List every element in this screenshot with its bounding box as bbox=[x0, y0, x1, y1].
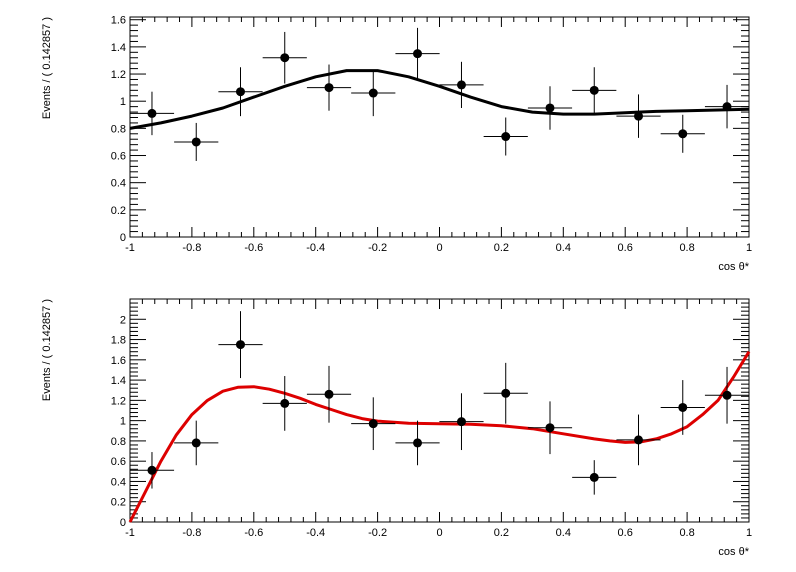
fit-curve bbox=[129, 69, 750, 130]
y-tick-label: 1.2 bbox=[111, 395, 126, 407]
data-point bbox=[191, 137, 201, 147]
y-tick-label: 1.6 bbox=[111, 15, 126, 27]
data-point bbox=[191, 438, 201, 448]
data-point bbox=[235, 340, 245, 350]
data-points bbox=[129, 311, 750, 495]
data-point bbox=[368, 419, 378, 429]
y-tick-label: 0.4 bbox=[111, 476, 126, 488]
data-point bbox=[501, 132, 511, 142]
y-axis-title: Events / ( 0.142857 ) bbox=[41, 299, 53, 401]
y-tick-label: 1.8 bbox=[111, 335, 126, 347]
x-tick-label: 1 bbox=[746, 242, 752, 254]
fit-curve bbox=[128, 350, 751, 523]
data-point bbox=[634, 111, 644, 121]
y-tick-label: 0.2 bbox=[111, 205, 126, 217]
data-point bbox=[280, 398, 290, 408]
x-tick-label: 0.2 bbox=[494, 242, 509, 254]
data-point bbox=[413, 438, 423, 448]
y-tick-label: 0.8 bbox=[111, 436, 126, 448]
y-tick-label: 0.8 bbox=[111, 123, 126, 135]
x-tick-label: 0 bbox=[436, 242, 442, 254]
x-tick-label: -0.6 bbox=[244, 242, 263, 254]
x-tick-label: -0.2 bbox=[368, 527, 387, 539]
y-tick-label: 0.2 bbox=[111, 497, 126, 509]
data-points bbox=[129, 27, 750, 161]
x-tick-label: -0.8 bbox=[182, 242, 201, 254]
x-tick-label: -1 bbox=[125, 242, 135, 254]
x-tick-label: 0.6 bbox=[618, 242, 633, 254]
x-tick-label: -0.6 bbox=[244, 527, 263, 539]
data-point bbox=[589, 85, 599, 95]
y-tick-label: 0 bbox=[120, 517, 126, 529]
x-tick-label: 0.6 bbox=[618, 527, 633, 539]
y-tick-label: 1 bbox=[120, 96, 126, 108]
x-tick-label: 0 bbox=[436, 527, 442, 539]
x-axis-ticks: -1 -0.8 -0.6 -0.4 -0.2 0 0.2 0.4 0.6 0.8 1 bbox=[125, 17, 752, 254]
data-point bbox=[678, 129, 688, 139]
y-axis-ticks: 0 0.2 0.4 0.6 0.8 1 1.2 1.4 1.6 1.8 2 bbox=[111, 302, 749, 529]
data-point bbox=[280, 53, 290, 63]
data-point bbox=[545, 103, 555, 113]
y-tick-label: 0.4 bbox=[111, 178, 126, 190]
x-tick-label: -0.2 bbox=[368, 242, 387, 254]
plot-frame bbox=[129, 16, 750, 238]
data-point bbox=[413, 49, 423, 59]
y-tick-label: 1.6 bbox=[111, 355, 126, 367]
x-tick-label: 0.8 bbox=[679, 527, 694, 539]
x-tick-label: -0.4 bbox=[306, 242, 325, 254]
y-tick-label: 1.2 bbox=[111, 69, 126, 81]
x-tick-label: 0.4 bbox=[556, 527, 571, 539]
data-point bbox=[634, 435, 644, 445]
chart-bottom: -1 -0.8 -0.6 -0.4 -0.2 0 0.2 0.4 0.6 0.8 1 0 0.2 0.4… bbox=[41, 298, 752, 558]
x-tick-label: -0.8 bbox=[182, 527, 201, 539]
y-axis-ticks: 0 0.2 0.4 0.6 0.8 1 1.2 1.4 1.6 bbox=[111, 15, 749, 244]
plot-frame bbox=[129, 298, 750, 523]
data-point bbox=[456, 417, 466, 427]
y-tick-label: 0.6 bbox=[111, 151, 126, 163]
data-point bbox=[501, 388, 511, 398]
x-axis-title: cos θ* bbox=[718, 546, 749, 558]
x-tick-label: 0.4 bbox=[556, 242, 571, 254]
data-point bbox=[235, 87, 245, 97]
y-tick-label: 0.6 bbox=[111, 456, 126, 468]
x-tick-label: -1 bbox=[125, 527, 135, 539]
x-tick-label: 0.2 bbox=[494, 527, 509, 539]
data-point bbox=[722, 102, 732, 112]
data-point bbox=[589, 472, 599, 482]
data-point bbox=[324, 83, 334, 93]
x-axis-ticks: -1 -0.8 -0.6 -0.4 -0.2 0 0.2 0.4 0.6 0.8 1 bbox=[125, 299, 752, 539]
data-point bbox=[368, 88, 378, 98]
data-point bbox=[678, 402, 688, 412]
data-point bbox=[147, 108, 157, 118]
y-tick-label: 1.4 bbox=[111, 375, 126, 387]
y-tick-label: 2 bbox=[120, 314, 126, 326]
x-tick-label: 0.8 bbox=[679, 242, 694, 254]
data-point bbox=[456, 80, 466, 90]
x-axis-title: cos θ* bbox=[718, 261, 749, 273]
x-tick-label: 1 bbox=[746, 527, 752, 539]
data-point bbox=[722, 390, 732, 400]
y-axis-title: Events / ( 0.142857 ) bbox=[41, 17, 53, 119]
y-tick-label: 1.4 bbox=[111, 42, 126, 54]
chart-top: -1 -0.8 -0.6 -0.4 -0.2 0 0.2 0.4 0.6 0.8 1 0 0.2 0.4… bbox=[41, 15, 752, 273]
data-point bbox=[147, 465, 157, 475]
y-tick-label: 1 bbox=[120, 416, 126, 428]
data-point bbox=[324, 389, 334, 399]
data-point bbox=[545, 423, 555, 433]
x-tick-label: -0.4 bbox=[306, 527, 325, 539]
y-tick-label: 0 bbox=[120, 232, 126, 244]
